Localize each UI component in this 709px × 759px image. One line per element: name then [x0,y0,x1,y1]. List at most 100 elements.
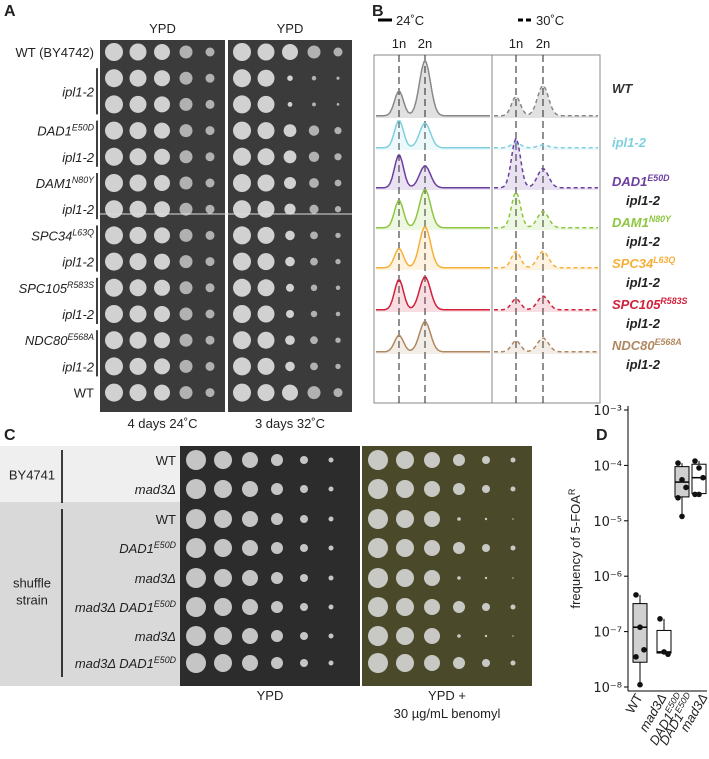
colony-spot [214,480,232,498]
colony-spot [271,657,283,669]
colony-spot [205,178,215,188]
label-text: NDC80 [612,338,655,353]
colony-spot [233,174,251,192]
colony-spot [284,203,296,215]
histogram-curve [494,136,598,189]
colony-spot [396,480,414,498]
colony-spot [307,386,321,400]
condition-label: 3 days 32˚C [255,416,325,431]
colony-spot [129,357,147,375]
plate-photo [228,40,352,412]
colony-spot [105,43,123,61]
colony-spot [154,358,170,375]
colony-spot [510,660,516,666]
colony-spot [105,278,123,297]
colony-spot [271,572,283,584]
label-text: WT [74,386,94,401]
colony-spot [105,383,123,402]
data-point [696,491,702,498]
histogram-curve [376,189,490,229]
data-point [675,460,681,466]
colony-spot [310,284,318,292]
histogram-fill [494,138,598,190]
peak-label: 1n [392,36,406,51]
colony-spot [257,226,275,244]
label-sup: E50D [72,123,95,133]
peak-label: 2n [418,36,432,51]
label-text: WT [156,512,176,527]
label-text: ipl1-2 [62,84,95,99]
colony-spot [328,604,334,610]
label: WT [622,691,645,716]
colony-spot [233,226,251,245]
colony-spot [242,481,258,497]
label-sup: E568A [67,332,94,342]
colony-spot [271,454,283,466]
colony-spot [328,457,334,463]
colony-spot [328,545,334,551]
colony-spot [482,456,490,464]
colony-spot [310,231,318,240]
colony-spot [334,153,342,161]
colony-spot [105,226,123,245]
colony-spot [242,655,258,671]
label-sup: R583S [660,296,687,306]
colony-spot [105,305,123,323]
label: WT [74,386,94,401]
colony-spot [257,384,275,402]
label-text: DAD1 [116,600,154,615]
colony-spot [300,632,308,640]
data-point [679,476,685,483]
colony-spot [334,127,342,135]
label: mad3Δ DAD1E50D [75,599,177,615]
colony-spot [242,511,258,527]
colony-spot [105,331,123,350]
colony-spot [510,545,516,551]
data-point [700,474,706,481]
colony-spot [336,103,340,106]
colony-spot [453,601,465,613]
peak-label: 1n [509,36,523,51]
colony-spot [368,450,388,470]
colony-spot [257,331,275,349]
colony-spot [333,47,343,57]
colony-spot [214,598,232,616]
y-tick-label: 10⁻⁶ [593,570,622,585]
label: WT (BY4742) [15,45,94,60]
plate-caption: YPD [257,688,284,703]
colony-spot [396,510,414,528]
colony-spot [129,200,147,218]
colony-spot [311,75,317,81]
label-text: WT [622,691,645,716]
colony-spot [285,335,295,346]
colony-spot [105,252,123,271]
label: ipl1-2 [626,316,661,331]
plot-frame [373,54,601,404]
histogram-curve [494,190,598,229]
label-text: DAD1 [116,656,154,671]
label-sup: L63Q [72,227,94,237]
colony-spot [484,634,488,638]
label-text: ipl1-2 [62,202,95,217]
colony-spot [308,151,320,162]
colony-spot [335,232,341,239]
label-text: mad3Δ [135,571,176,586]
colony-spot [287,75,293,81]
colony-spot [214,539,232,557]
colony-spot [308,125,320,136]
colony-spot [205,361,215,371]
label: WT [156,453,176,468]
colony-spot [368,538,388,558]
colony-spot [396,598,414,616]
histogram-fill [376,155,490,190]
label-sup: L63Q [653,255,675,265]
plate-photo [180,446,360,686]
colony-spot [233,252,251,271]
colony-spot [328,633,334,639]
colony-spot [233,121,251,140]
colony-spot [453,483,465,495]
colony-spot [396,539,414,557]
label: NDC80E568A [25,332,94,348]
colony-spot [105,69,123,88]
